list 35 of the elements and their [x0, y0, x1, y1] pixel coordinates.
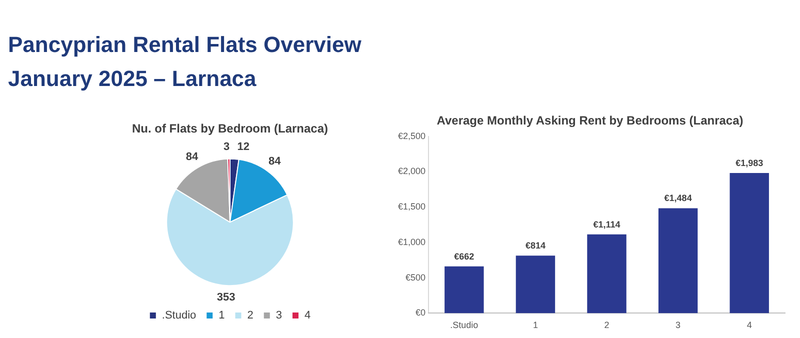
- legend-label: 2: [247, 310, 254, 322]
- data-label: €814: [525, 240, 546, 251]
- x-tick-label: 4: [746, 320, 752, 330]
- legend-label: 1: [218, 310, 225, 322]
- bar: [730, 172, 769, 314]
- bar: [444, 266, 484, 314]
- y-tick-label: €1,500: [398, 202, 426, 212]
- bar: [516, 256, 556, 314]
- data-label: 84: [268, 155, 282, 168]
- legend-label: .Studio: [162, 310, 196, 322]
- chart-title: Average Monthly Asking Rent by Bedrooms (Lanraca): [436, 114, 744, 128]
- data-label: 12: [237, 141, 250, 154]
- x-tick-label: 1: [532, 320, 538, 330]
- data-label: 3: [224, 140, 230, 153]
- x-tick-label: .Studio: [450, 320, 478, 330]
- x-tick-label: 2: [604, 320, 610, 330]
- data-label: €1,983: [736, 158, 764, 168]
- data-label: €1,114: [593, 219, 620, 230]
- y-tick-label: €2,000: [398, 166, 426, 176]
- legend-label: 4: [304, 310, 311, 322]
- y-tick-label: €2,500: [398, 130, 426, 141]
- data-label: €1,484: [664, 193, 692, 204]
- y-tick-label: €1,000: [398, 236, 426, 247]
- bar: [587, 234, 626, 314]
- legend-label: 3: [276, 310, 282, 322]
- y-tick-label: €0: [416, 308, 426, 318]
- data-label: 353: [216, 292, 236, 304]
- bar: [658, 208, 698, 314]
- chart-title: Nu. of Flats by Bedroom (Larnaca): [132, 122, 328, 136]
- text: Pancyprian Rental Flats Overview: [8, 31, 362, 59]
- y-tick-label: €500: [405, 272, 426, 282]
- x-tick-label: 3: [676, 320, 681, 330]
- data-label: €662: [454, 251, 474, 262]
- data-label: 84: [186, 151, 200, 164]
- text: January 2025 – Larnaca: [8, 65, 258, 93]
